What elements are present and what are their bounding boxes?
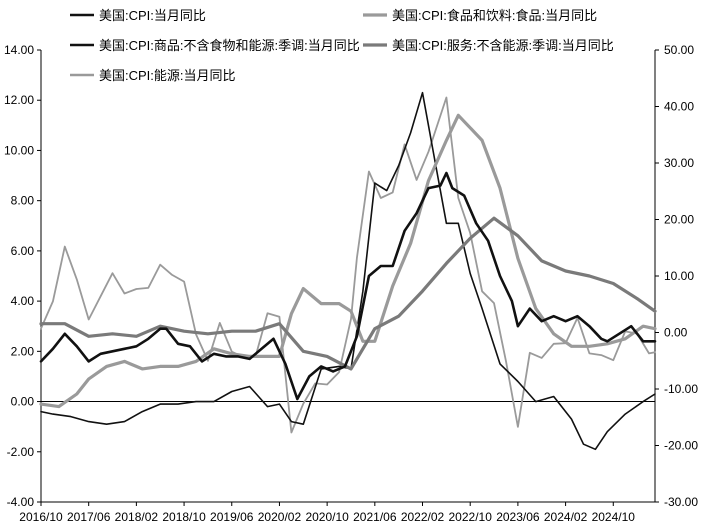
legend-label: 美国:CPI:能源:当月同比 <box>99 68 236 83</box>
left-tick-label: 6.00 <box>11 244 35 258</box>
left-tick-label: 12.00 <box>4 93 34 107</box>
left-tick-label: 2.00 <box>11 344 35 358</box>
legend-label: 美国:CPI:当月同比 <box>99 8 206 23</box>
left-tick-label: -2.00 <box>7 445 35 459</box>
right-tick-label: 10.00 <box>664 269 694 283</box>
series-line-2 <box>40 91 656 451</box>
x-tick-label: 2020/02 <box>258 510 302 524</box>
x-axis: 2016/10 2017/06 2018/02 2018/10 2019/06 2020/… <box>19 501 655 524</box>
left-tick-label: 0.00 <box>11 395 35 409</box>
left-y-axis: -4.00 -2.00 0.00 2.00 4.00 6.00 8.00 10.00 12.00… <box>4 43 655 509</box>
series-layer <box>39 91 657 451</box>
left-tick-label: 4.00 <box>11 294 35 308</box>
right-tick-label: 20.00 <box>664 213 694 227</box>
x-tick-label: 2021/06 <box>353 510 397 524</box>
x-tick-label: 2024/10 <box>592 510 636 524</box>
series-line-1 <box>39 113 657 409</box>
right-tick-label: -30.00 <box>664 495 698 509</box>
right-tick-label: -20.00 <box>664 439 698 453</box>
right-tick-label: 40.00 <box>664 100 694 114</box>
x-tick-label: 2022/02 <box>401 510 445 524</box>
x-tick-label: 2024/02 <box>544 510 588 524</box>
x-tick-label: 2022/10 <box>449 510 493 524</box>
x-tick-label: 2017/06 <box>67 510 111 524</box>
right-tick-label: 50.00 <box>664 43 694 57</box>
right-tick-label: 0.00 <box>664 326 688 340</box>
x-tick-label: 2018/10 <box>162 510 206 524</box>
x-tick-label: 2016/10 <box>19 510 63 524</box>
series-line-4 <box>40 96 656 434</box>
series-line-3 <box>39 216 657 371</box>
right-y-axis: -30.00 -20.00 -10.00 0.00 10.00 20.00 30.00 40.… <box>654 43 698 509</box>
x-tick-label: 2018/02 <box>115 510 159 524</box>
left-tick-label: 10.00 <box>4 143 34 157</box>
x-tick-label: 2020/10 <box>305 510 349 524</box>
chart-legend: 美国:CPI:当月同比 美国:CPI:食品和饮料:食品:当月同比美国:CPI:商品… <box>70 8 614 83</box>
legend-label: 美国:CPI:商品:不含食物和能源:季调:当月同比 <box>99 38 360 53</box>
right-tick-label: 30.00 <box>664 156 694 170</box>
right-tick-label: -10.00 <box>664 382 698 396</box>
left-tick-label: 8.00 <box>11 194 35 208</box>
legend-label: 美国:CPI:服务:不含能源:季调:当月同比 <box>392 38 614 53</box>
x-tick-label: 2019/06 <box>210 510 254 524</box>
left-tick-label: 14.00 <box>4 43 34 57</box>
x-tick-label: 2023/06 <box>496 510 540 524</box>
left-tick-label: -4.00 <box>7 495 35 509</box>
legend-label: 美国:CPI:食品和饮料:食品:当月同比 <box>392 8 597 23</box>
series-line-0 <box>39 171 657 401</box>
